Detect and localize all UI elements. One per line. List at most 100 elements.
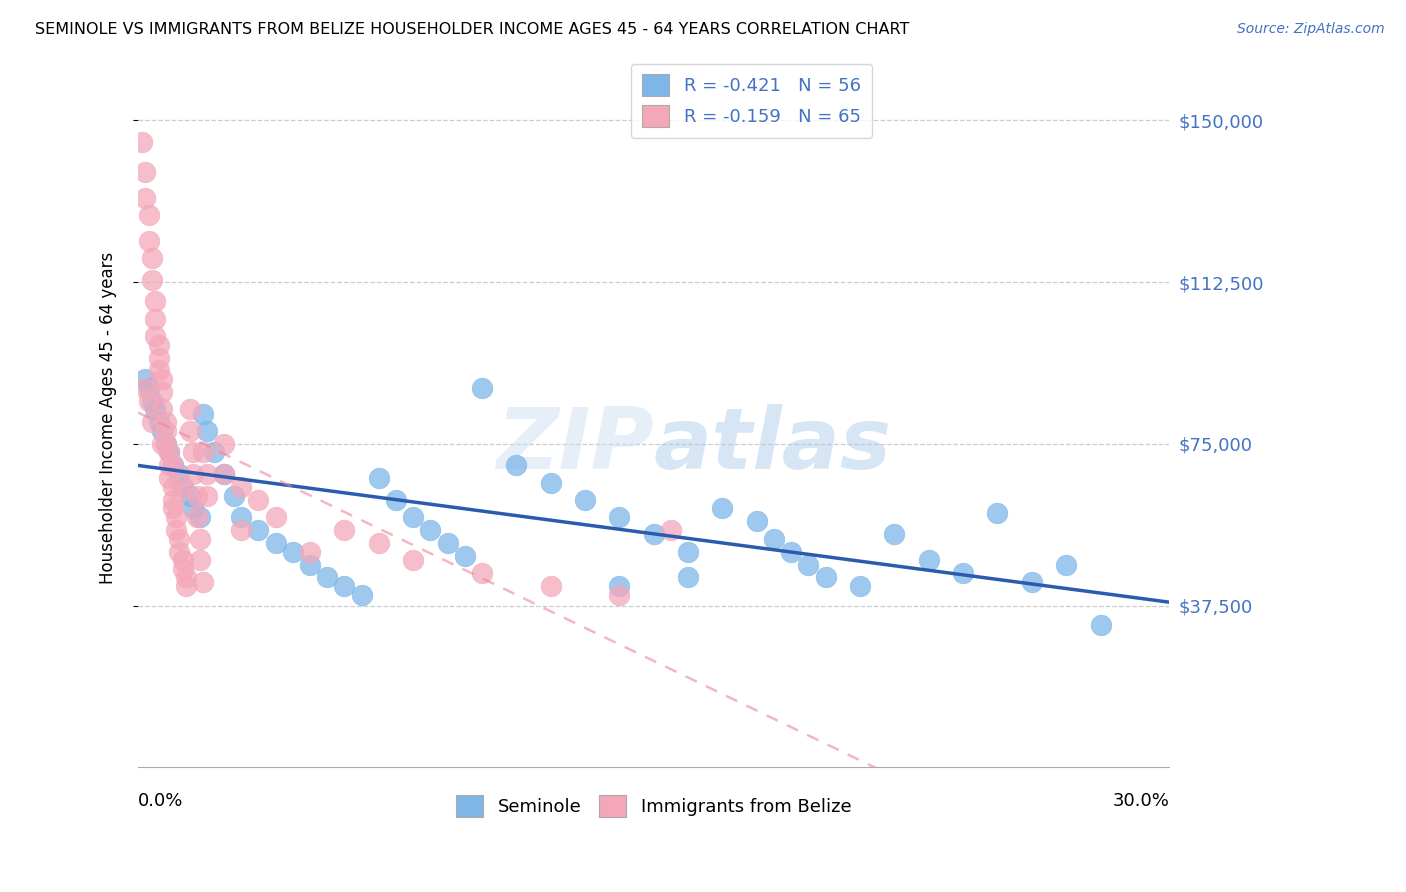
Point <box>780 544 803 558</box>
Point <box>402 553 425 567</box>
Point <box>883 527 905 541</box>
Point <box>540 475 562 490</box>
Point <box>155 424 177 438</box>
Point <box>952 566 974 581</box>
Point <box>150 402 173 417</box>
Point <box>350 588 373 602</box>
Point <box>849 579 872 593</box>
Point <box>659 523 682 537</box>
Point <box>138 208 160 222</box>
Point <box>172 480 194 494</box>
Point <box>436 536 458 550</box>
Point <box>145 294 167 309</box>
Point <box>134 381 156 395</box>
Text: ZIP: ZIP <box>496 404 654 487</box>
Point <box>172 480 194 494</box>
Point <box>176 570 198 584</box>
Point <box>1090 618 1112 632</box>
Point <box>231 480 253 494</box>
Point <box>195 489 218 503</box>
Point <box>367 471 389 485</box>
Point <box>540 579 562 593</box>
Point <box>148 363 170 377</box>
Point <box>505 458 527 473</box>
Text: Source: ZipAtlas.com: Source: ZipAtlas.com <box>1237 22 1385 37</box>
Point <box>299 544 322 558</box>
Point <box>212 467 235 481</box>
Point <box>138 381 160 395</box>
Point <box>193 574 215 589</box>
Point <box>179 402 201 417</box>
Point <box>134 191 156 205</box>
Point <box>162 492 184 507</box>
Point <box>157 445 180 459</box>
Point <box>150 424 173 438</box>
Point <box>986 506 1008 520</box>
Point <box>299 558 322 572</box>
Point <box>172 562 194 576</box>
Point <box>212 467 235 481</box>
Point <box>134 372 156 386</box>
Point <box>188 553 211 567</box>
Point <box>169 532 191 546</box>
Point <box>155 436 177 450</box>
Point <box>917 553 939 567</box>
Point <box>176 579 198 593</box>
Point <box>162 458 184 473</box>
Point <box>574 492 596 507</box>
Point <box>188 510 211 524</box>
Point <box>181 467 204 481</box>
Point <box>131 135 153 149</box>
Point <box>193 407 215 421</box>
Point <box>145 402 167 417</box>
Point <box>231 523 253 537</box>
Point <box>150 436 173 450</box>
Point <box>224 489 246 503</box>
Point <box>145 311 167 326</box>
Point <box>745 515 768 529</box>
Point <box>247 492 270 507</box>
Point <box>609 588 631 602</box>
Point <box>195 424 218 438</box>
Point <box>157 471 180 485</box>
Point <box>148 415 170 429</box>
Point <box>316 570 339 584</box>
Point <box>247 523 270 537</box>
Point <box>138 393 160 408</box>
Point <box>333 523 356 537</box>
Point <box>212 436 235 450</box>
Point <box>231 510 253 524</box>
Point <box>471 566 494 581</box>
Point <box>763 532 786 546</box>
Point <box>609 579 631 593</box>
Point <box>169 467 191 481</box>
Point <box>155 436 177 450</box>
Point <box>1054 558 1077 572</box>
Point <box>141 252 163 266</box>
Point <box>138 234 160 248</box>
Point <box>402 510 425 524</box>
Point <box>814 570 837 584</box>
Point <box>165 510 187 524</box>
Text: 0.0%: 0.0% <box>138 792 184 810</box>
Point <box>162 501 184 516</box>
Text: atlas: atlas <box>654 404 891 487</box>
Point <box>150 372 173 386</box>
Point <box>148 337 170 351</box>
Text: 30.0%: 30.0% <box>1112 792 1170 810</box>
Point <box>141 393 163 408</box>
Point <box>179 424 201 438</box>
Point <box>157 445 180 459</box>
Point <box>676 544 699 558</box>
Point <box>711 501 734 516</box>
Point <box>202 445 225 459</box>
Point <box>471 381 494 395</box>
Point <box>797 558 820 572</box>
Point <box>141 273 163 287</box>
Point <box>454 549 477 563</box>
Point <box>264 536 287 550</box>
Point <box>195 467 218 481</box>
Point <box>281 544 304 558</box>
Point <box>172 553 194 567</box>
Point <box>676 570 699 584</box>
